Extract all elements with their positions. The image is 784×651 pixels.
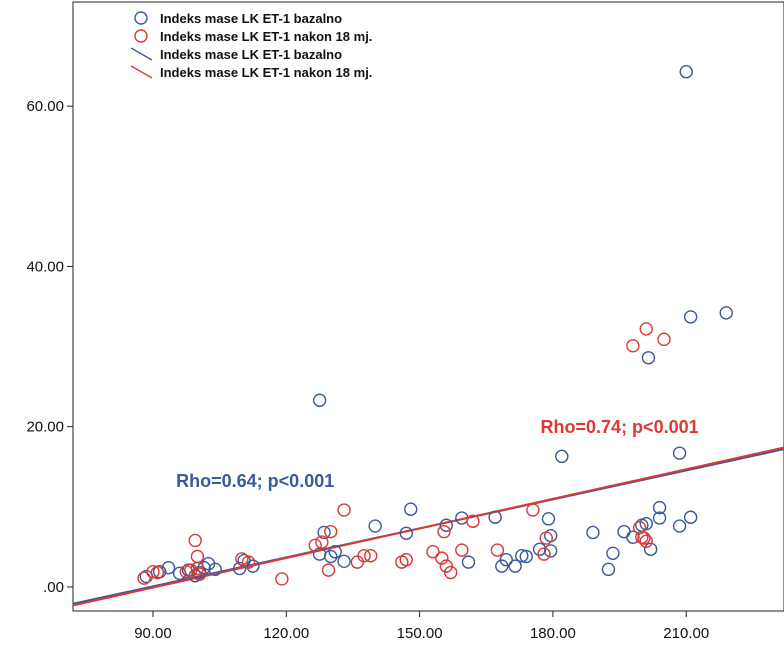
data-point [337, 554, 351, 569]
data-point [639, 322, 653, 336]
data-point [455, 543, 469, 557]
data-point [246, 559, 260, 573]
x-tick-label: 90.00 [134, 625, 172, 642]
data-point [437, 524, 451, 539]
data-point [652, 511, 667, 525]
legend-marker-circle [134, 11, 148, 25]
data-point [641, 351, 656, 365]
data-point [208, 562, 222, 577]
legend-label: Indeks mase LK ET-1 nakon 18 mj. [160, 65, 372, 80]
data-point [537, 547, 551, 561]
data-point [683, 510, 698, 524]
legend-label: Indeks mase LK ET-1 nakon 18 mj. [160, 29, 372, 44]
data-point [672, 519, 687, 533]
legend-marker-line [130, 47, 153, 61]
data-point [328, 545, 342, 559]
data-point [643, 542, 658, 556]
data-point [426, 545, 440, 559]
data-point [192, 567, 207, 581]
data-point [541, 512, 556, 526]
data-point [308, 538, 322, 552]
data-point [586, 525, 600, 540]
fit-lines [72, 446, 784, 607]
data-point [539, 531, 553, 545]
legend-marker-circle [134, 29, 148, 43]
data-point [399, 526, 413, 540]
data-point [324, 524, 338, 539]
data-point [444, 565, 458, 580]
data-point [146, 565, 160, 579]
data-point [639, 516, 653, 531]
x-tick-label: 180.00 [530, 625, 576, 642]
data-point [232, 561, 247, 576]
data-point [499, 553, 513, 567]
data-point [508, 559, 522, 573]
data-point [555, 449, 569, 464]
legend-marker-line [130, 65, 153, 79]
data-point [435, 551, 449, 565]
data-point [488, 510, 502, 524]
y-tick-label: 40.00 [26, 258, 64, 275]
data-point [652, 500, 667, 515]
data-point [679, 65, 693, 79]
data-point [161, 561, 176, 575]
data-point [150, 565, 165, 580]
data-point [404, 502, 418, 516]
data-point [399, 553, 413, 567]
data-point [637, 531, 651, 545]
data-point [337, 503, 351, 517]
rho-annotation: Rho=0.74; p<0.001 [541, 417, 699, 437]
data-point [515, 549, 529, 563]
data-point [364, 549, 378, 563]
data-point [275, 572, 289, 586]
data-point [241, 555, 256, 569]
data-point [461, 555, 476, 569]
data-point [672, 446, 687, 460]
fit-line [72, 446, 784, 607]
data-point [184, 563, 198, 577]
annotations: Rho=0.64; p<0.001 Rho=0.74; p<0.001 [176, 417, 698, 491]
data-point [137, 571, 151, 585]
data-point [606, 546, 620, 561]
data-point [626, 339, 640, 353]
data-point [321, 563, 336, 577]
data-point [601, 562, 616, 577]
rho-annotation: Rho=0.64; p<0.001 [176, 471, 334, 491]
data-point [439, 518, 453, 532]
data-point [490, 543, 505, 557]
legend-label: Indeks mase LK ET-1 bazalno [160, 47, 342, 62]
data-points [137, 65, 733, 586]
data-point [190, 549, 205, 564]
data-point [526, 503, 540, 517]
data-point [324, 549, 338, 564]
data-point [315, 535, 329, 549]
y-tick-label: 20.00 [26, 419, 64, 436]
x-tick-label: 120.00 [263, 625, 309, 642]
data-point [368, 519, 382, 533]
data-point [317, 525, 331, 540]
data-point [657, 332, 671, 347]
x-tick-label: 150.00 [397, 625, 443, 642]
plot-frame [72, 1, 784, 612]
y-tick-label: 60.00 [26, 98, 64, 115]
legend: Indeks mase LK ET-1 bazalno Indeks mase L… [130, 11, 372, 80]
data-point [683, 310, 698, 324]
data-point [357, 549, 371, 563]
data-point [639, 534, 653, 548]
data-point [626, 530, 640, 544]
axis-ticks: 90.00 120.00 150.00 180.00 210.00 .00 20.00 40.… [26, 98, 709, 642]
x-tick-label: 210.00 [663, 625, 709, 642]
data-point [719, 306, 733, 320]
data-point [188, 533, 202, 548]
data-point [235, 552, 249, 566]
data-point [519, 549, 533, 564]
legend-label: Indeks mase LK ET-1 bazalno [160, 11, 342, 26]
data-point [312, 393, 327, 407]
data-point [466, 514, 480, 528]
data-point [544, 544, 558, 558]
y-tick-label: .00 [43, 579, 64, 596]
